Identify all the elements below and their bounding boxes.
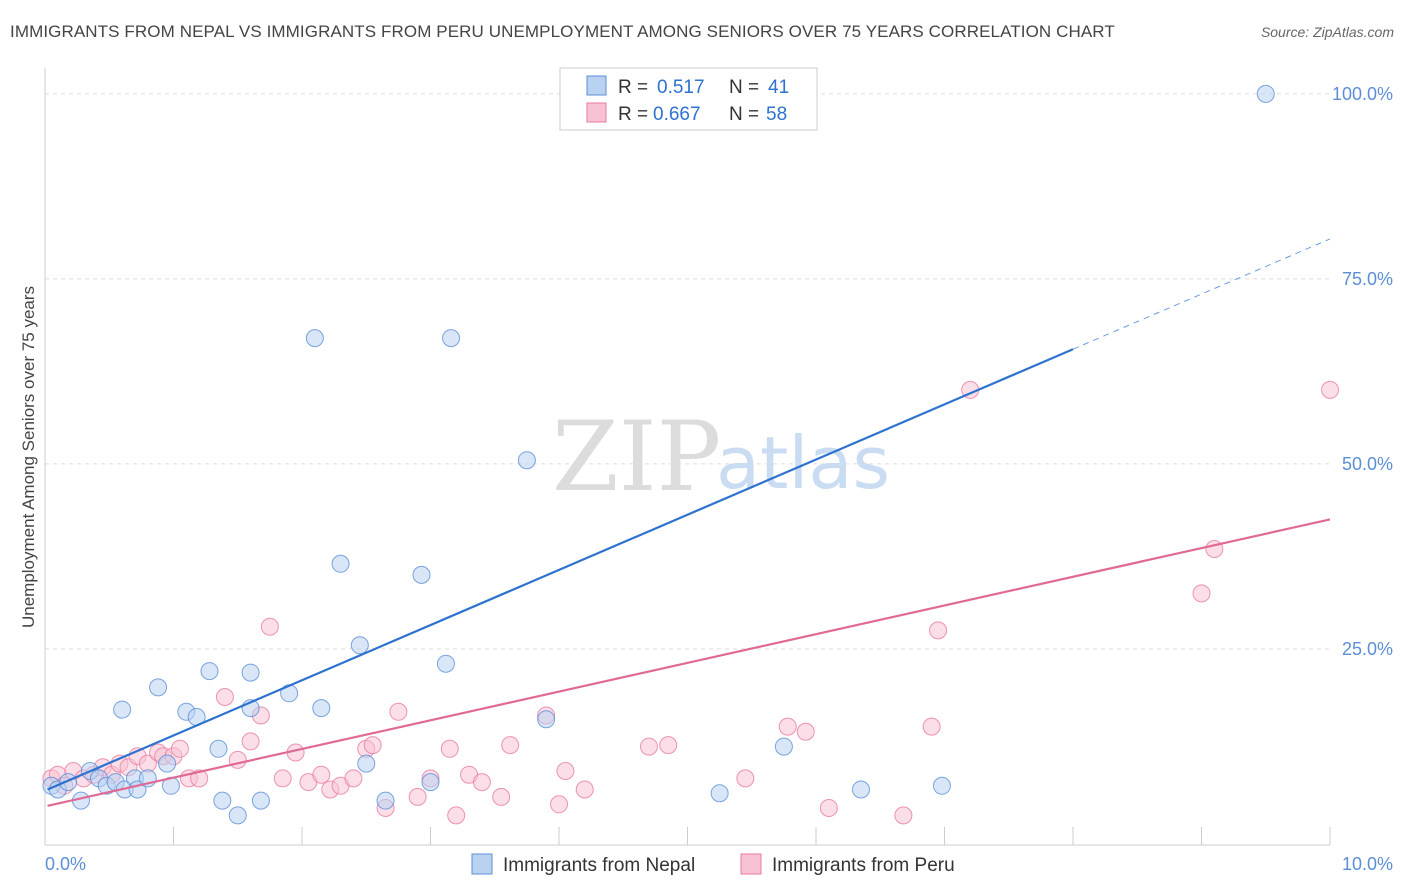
point-nepal-35 [442, 329, 461, 348]
point-peru-23 [273, 769, 292, 788]
point-peru-18 [215, 688, 234, 706]
point-peru-37 [447, 806, 466, 825]
x-tick-label-0: 0.0% [45, 854, 86, 874]
point-nepal-14 [158, 754, 177, 773]
point-nepal-41 [932, 776, 951, 795]
y-tick-label-75: 75.0% [1342, 269, 1393, 289]
point-peru-40 [492, 787, 511, 806]
point-nepal-32 [412, 565, 431, 584]
point-peru-17 [190, 769, 209, 788]
chart-title: IMMIGRANTS FROM NEPAL VS IMMIGRANTS FROM… [10, 22, 1115, 41]
point-nepal-34 [436, 654, 455, 673]
point-nepal-40 [851, 780, 870, 799]
point-nepal-27 [312, 699, 331, 718]
trend-line-nepal [47, 348, 1074, 791]
point-nepal-26 [305, 329, 324, 348]
point-peru-22 [260, 617, 279, 636]
point-peru-34 [408, 787, 427, 806]
bottom-legend-swatch-nepal [471, 853, 493, 875]
point-peru-51 [819, 799, 838, 817]
y-tick-label-100: 100.0% [1332, 84, 1393, 104]
point-peru-39 [472, 773, 491, 792]
tick-labels: 25.0% 50.0% 75.0% 100.0% 0.0% 10.0% [45, 84, 1393, 874]
point-nepal-31 [376, 791, 395, 810]
point-peru-54 [929, 621, 948, 640]
point-nepal-13 [149, 678, 168, 697]
point-nepal-20 [213, 791, 232, 810]
point-peru-33 [389, 702, 408, 721]
point-peru-45 [575, 780, 594, 799]
legend-r-label-peru: R = [618, 104, 648, 125]
point-nepal-42 [1256, 84, 1275, 103]
y-tick-label-25: 25.0% [1342, 639, 1393, 659]
bottom-legend-label-nepal: Immigrants from Nepal [503, 855, 695, 876]
point-peru-15 [170, 739, 189, 758]
trend-line-nepal-extension [1072, 238, 1331, 350]
legend-n-label-nepal: N = [729, 77, 759, 98]
legend-swatch-nepal [586, 75, 607, 96]
legend-n-value-peru: 58 [766, 104, 787, 125]
point-peru-52 [894, 806, 913, 825]
legend-n-value-nepal: 41 [768, 77, 789, 98]
watermark-zip: ZIP [552, 401, 721, 513]
point-nepal-33 [421, 773, 440, 792]
bottom-legend-label-peru: Immigrants from Peru [772, 855, 955, 876]
point-peru-29 [344, 769, 363, 788]
point-nepal-21 [228, 806, 247, 825]
legend-r-value-nepal: 0.517 [657, 77, 705, 98]
bottom-legend-swatch-peru [740, 853, 762, 875]
legend-n-label-peru: N = [729, 104, 759, 125]
trend-line-peru [47, 518, 1331, 807]
point-peru-47 [659, 736, 678, 755]
series-nepal-points [42, 84, 1275, 825]
point-peru-36 [440, 739, 459, 758]
y-axis-label: Unemployment Among Seniors over 75 years [19, 286, 38, 628]
point-nepal-38 [710, 784, 729, 803]
point-peru-46 [639, 737, 658, 756]
point-peru-19 [228, 750, 247, 769]
point-peru-43 [550, 795, 568, 814]
point-nepal-36 [517, 451, 536, 470]
point-nepal-37 [537, 710, 556, 729]
grid [45, 93, 1330, 650]
point-peru-49 [778, 717, 797, 736]
point-peru-50 [796, 722, 815, 741]
point-peru-41 [501, 736, 520, 755]
point-nepal-19 [209, 739, 228, 758]
point-peru-48 [736, 769, 755, 788]
point-peru-53 [922, 717, 941, 736]
point-nepal-8 [113, 700, 132, 719]
point-peru-56 [1192, 584, 1211, 603]
legend-r-value-peru: 0.667 [653, 104, 701, 125]
trend-lines [47, 238, 1331, 807]
source-credit: Source: ZipAtlas.com [1260, 24, 1394, 40]
point-nepal-29 [350, 636, 369, 655]
axes [44, 68, 1331, 846]
point-nepal-22 [241, 663, 260, 682]
point-nepal-23 [251, 791, 270, 810]
point-nepal-39 [774, 737, 793, 756]
point-nepal-30 [357, 754, 376, 773]
y-tick-label-50: 50.0% [1342, 454, 1393, 474]
legend-box: R = 0.517 N = 41 R = 0.667 N = 58 [559, 67, 818, 131]
legend-swatch-peru [586, 102, 607, 123]
point-nepal-18 [200, 662, 219, 681]
point-peru-44 [556, 762, 575, 780]
x-tick-label-1: 10.0% [1342, 854, 1393, 874]
bottom-legend: Immigrants from Nepal Immigrants from Pe… [471, 853, 955, 876]
point-peru-26 [312, 765, 331, 784]
point-peru-20 [241, 732, 260, 751]
point-peru-31 [363, 736, 382, 755]
watermark: ZIP atlas [552, 401, 890, 513]
point-peru-58 [1321, 380, 1339, 399]
legend-r-label-nepal: R = [618, 77, 648, 98]
point-nepal-28 [331, 554, 350, 573]
